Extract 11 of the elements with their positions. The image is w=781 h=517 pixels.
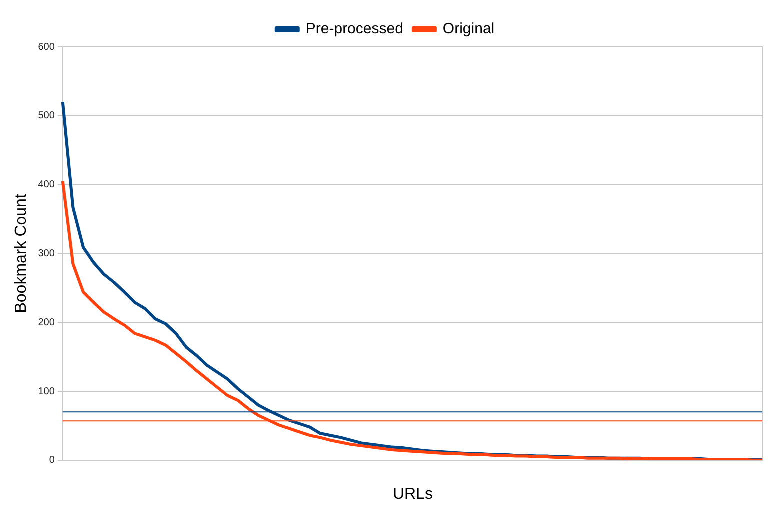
y-tick-label: 600 [38,42,56,53]
y-tick-label: 400 [38,180,56,191]
y-tick-label: 200 [38,317,56,328]
y-axis-title: Bookmark Count [13,194,30,314]
legend-label: Original [442,20,495,38]
y-tick-label: 0 [49,455,56,466]
y-tick-label: 500 [38,110,56,122]
x-axis-title: URLs [392,486,433,503]
legend-label: Pre-processed [306,20,404,38]
y-tick-label: 100 [38,386,56,398]
y-tick-label: 300 [38,248,56,260]
